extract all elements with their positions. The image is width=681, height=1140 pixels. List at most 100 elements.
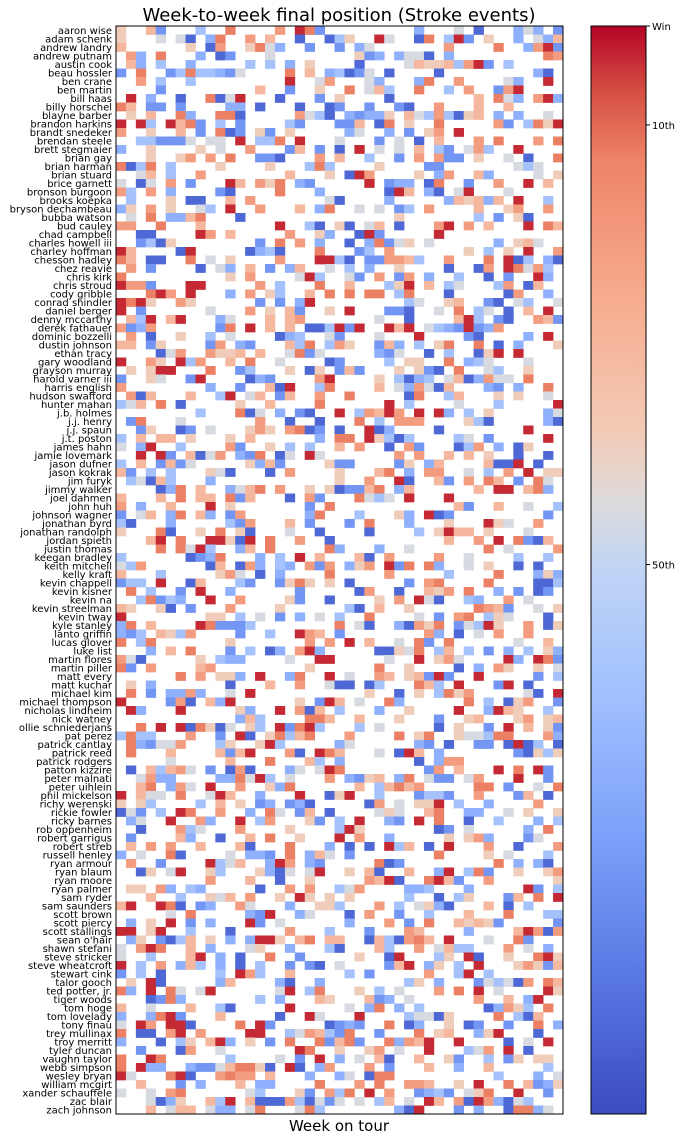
- heatmap-cell: [344, 884, 355, 894]
- heatmap-cell: [314, 162, 325, 171]
- heatmap-cell: [145, 162, 157, 171]
- heatmap-cell: [304, 111, 316, 120]
- heatmap-cell: [374, 230, 385, 239]
- heatmap-cell: [493, 816, 504, 826]
- heatmap-cell: [314, 255, 325, 265]
- heatmap-cell: [185, 34, 196, 44]
- heatmap-cell: [503, 1105, 514, 1115]
- heatmap-cell: [533, 859, 544, 868]
- heatmap-cell: [255, 247, 266, 256]
- player-label: scott stallings: [43, 927, 112, 938]
- heatmap-cell: [225, 740, 236, 749]
- heatmap-cell: [433, 561, 445, 571]
- player-label: charley hoffman: [30, 247, 112, 258]
- heatmap-cell: [354, 366, 365, 375]
- heatmap-cell: [165, 366, 176, 375]
- heatmap-cell: [145, 1097, 157, 1106]
- heatmap-cell: [473, 1097, 484, 1106]
- heatmap-cell: [414, 417, 425, 426]
- heatmap-cell: [384, 961, 395, 970]
- heatmap-cell: [453, 1097, 465, 1106]
- heatmap-cell: [493, 281, 504, 290]
- heatmap-cell: [265, 400, 276, 409]
- heatmap-cell: [473, 1088, 484, 1098]
- heatmap-cell: [294, 680, 306, 690]
- heatmap-cell: [553, 570, 564, 579]
- heatmap-cell: [443, 791, 455, 800]
- heatmap-cell: [374, 774, 385, 783]
- heatmap-cell: [125, 281, 137, 290]
- heatmap-cell: [195, 26, 206, 35]
- heatmap-cell: [235, 714, 246, 724]
- heatmap-cell: [453, 306, 465, 316]
- heatmap-cell: [493, 119, 504, 129]
- heatmap-cell: [284, 867, 296, 877]
- heatmap-cell: [493, 570, 504, 579]
- heatmap-cell: [125, 740, 137, 749]
- heatmap-cell: [533, 782, 544, 792]
- heatmap-cell: [384, 553, 395, 562]
- heatmap-cell: [394, 986, 405, 996]
- heatmap-cell: [265, 910, 276, 919]
- heatmap-cell: [195, 587, 206, 596]
- heatmap-cell: [175, 672, 186, 681]
- heatmap-cell: [284, 723, 296, 732]
- heatmap-cell: [533, 740, 544, 749]
- player-label: martin flores: [48, 655, 112, 666]
- heatmap-cell: [513, 162, 524, 171]
- heatmap-cell: [334, 629, 345, 639]
- heatmap-cell: [245, 34, 256, 44]
- heatmap-cell: [225, 570, 236, 579]
- heatmap-cell: [443, 757, 455, 766]
- heatmap-cell: [334, 884, 345, 894]
- x-axis-label: Week on tour: [289, 1117, 390, 1135]
- heatmap-cell: [284, 944, 296, 953]
- heatmap-cell: [553, 315, 564, 324]
- heatmap-cell: [284, 578, 296, 588]
- heatmap-cell: [135, 1063, 147, 1072]
- heatmap-cell: [493, 918, 504, 928]
- heatmap-cell: [394, 340, 405, 350]
- heatmap-cell: [195, 655, 206, 664]
- heatmap-cell: [483, 349, 494, 358]
- heatmap-cell: [334, 1088, 345, 1098]
- heatmap-cell: [155, 85, 167, 95]
- heatmap-cell: [354, 170, 365, 180]
- heatmap-cell: [334, 442, 345, 452]
- heatmap-cell: [284, 1037, 296, 1047]
- heatmap-cell: [145, 978, 157, 987]
- heatmap-cell: [185, 357, 196, 367]
- heatmap-cell: [205, 476, 216, 486]
- heatmap-cell: [503, 952, 514, 962]
- heatmap-cell: [314, 349, 325, 358]
- heatmap-cell: [235, 128, 246, 137]
- heatmap-cell: [394, 323, 405, 333]
- heatmap-cell: [483, 272, 494, 282]
- heatmap-cell: [394, 952, 405, 962]
- player-label: brendan steele: [37, 136, 112, 147]
- heatmap-cell: [225, 502, 236, 511]
- heatmap: [116, 26, 564, 1115]
- heatmap-cell: [205, 901, 216, 911]
- heatmap-cell: [235, 1071, 246, 1081]
- heatmap-cell: [145, 94, 157, 103]
- heatmap-cell: [314, 1054, 325, 1064]
- player-label: james hahn: [53, 442, 112, 453]
- heatmap-cell: [473, 536, 484, 545]
- heatmap-cell: [255, 349, 266, 358]
- heatmap-cell: [294, 264, 306, 273]
- heatmap-cell: [284, 986, 296, 996]
- heatmap-cell: [294, 1097, 306, 1106]
- heatmap-cell: [543, 910, 554, 919]
- heatmap-cell: [533, 26, 544, 35]
- heatmap-cell: [483, 408, 494, 418]
- heatmap-cell: [384, 655, 395, 664]
- heatmap-cell: [304, 425, 316, 435]
- heatmap-cell: [443, 901, 455, 911]
- heatmap-cell: [145, 366, 157, 375]
- player-label: ryan moore: [54, 876, 112, 887]
- heatmap-cell: [394, 374, 405, 384]
- heatmap-cell: [116, 306, 127, 316]
- heatmap-cell: [483, 383, 494, 392]
